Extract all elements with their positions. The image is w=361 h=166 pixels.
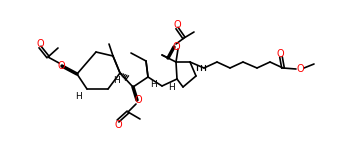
Text: O: O xyxy=(57,61,65,71)
Text: O: O xyxy=(114,120,122,130)
Text: H: H xyxy=(75,91,81,100)
Text: O: O xyxy=(134,95,142,105)
Text: O: O xyxy=(173,20,181,30)
Text: H: H xyxy=(149,80,156,88)
Text: O: O xyxy=(276,49,284,59)
Text: H: H xyxy=(113,76,119,84)
Text: O: O xyxy=(296,64,304,74)
Text: O: O xyxy=(172,42,180,52)
Text: O: O xyxy=(36,39,44,49)
Text: H: H xyxy=(168,83,174,91)
